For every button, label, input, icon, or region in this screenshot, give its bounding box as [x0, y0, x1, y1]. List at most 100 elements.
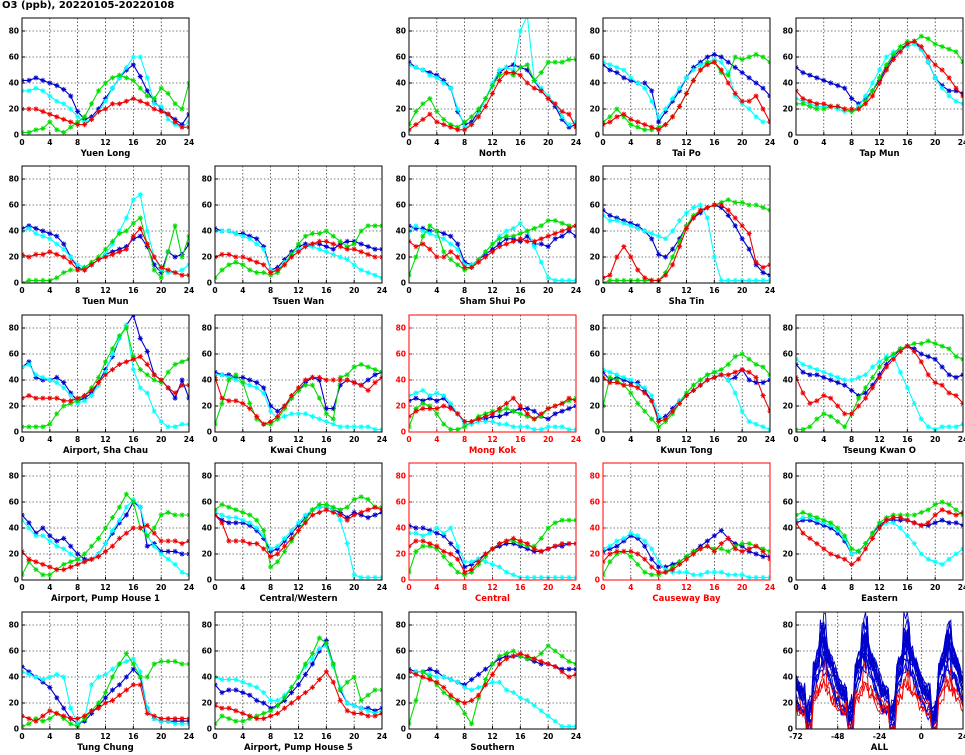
data-point — [753, 114, 759, 120]
data-point — [441, 690, 447, 696]
y-tick-label: 0 — [788, 576, 793, 585]
data-point — [54, 671, 60, 677]
data-point — [40, 77, 46, 83]
data-point — [172, 101, 178, 107]
x-tick-label: 24 — [765, 286, 775, 295]
data-point — [82, 393, 88, 399]
data-point — [420, 116, 426, 122]
data-point — [102, 359, 109, 365]
data-point — [628, 554, 634, 560]
data-point — [545, 525, 551, 531]
x-tick-label: 20 — [543, 583, 553, 592]
data-point — [849, 411, 855, 417]
data-point — [517, 231, 523, 237]
data-point — [109, 85, 116, 91]
data-point — [158, 85, 164, 91]
data-point — [441, 403, 447, 409]
data-point — [953, 374, 959, 380]
data-point — [524, 574, 530, 580]
data-point — [807, 364, 813, 370]
y-tick-label: 60 — [9, 53, 19, 62]
data-point — [226, 251, 232, 257]
data-point — [462, 119, 468, 125]
x-tick-label: 0 — [600, 286, 605, 295]
data-point — [814, 101, 820, 107]
data-point — [842, 411, 848, 417]
data-point — [172, 716, 178, 722]
data-point — [88, 393, 95, 399]
data-point — [130, 96, 136, 102]
data-point — [75, 262, 81, 268]
data-point — [434, 543, 440, 549]
data-point — [566, 658, 572, 664]
data-point — [309, 651, 316, 657]
data-point — [254, 241, 260, 247]
y-tick-label: 60 — [9, 498, 19, 507]
data-point — [939, 561, 945, 567]
data-point — [102, 246, 109, 252]
data-point — [503, 656, 510, 662]
data-point — [462, 564, 468, 570]
x-tick-label: 12 — [681, 286, 691, 295]
data-point — [123, 75, 129, 81]
data-point — [552, 411, 558, 417]
data-point — [47, 674, 53, 680]
data-point — [365, 377, 371, 383]
panel-tseung-kwan-o: 04812162024020406080Tseung Kwan O — [783, 314, 965, 456]
data-point — [61, 546, 67, 552]
data-point — [102, 80, 109, 86]
data-point — [489, 679, 496, 685]
y-tick-label: 40 — [202, 227, 212, 236]
y-tick-label: 60 — [396, 350, 406, 359]
x-tick-label: 8 — [656, 583, 661, 592]
panel-title: Tsuen Wan — [273, 297, 324, 307]
data-point — [33, 395, 39, 401]
data-point — [130, 356, 136, 362]
data-point — [61, 270, 67, 276]
data-point — [123, 325, 129, 331]
data-point — [233, 398, 239, 404]
data-point — [54, 127, 60, 133]
data-point — [344, 377, 350, 383]
x-tick-label: 0 — [212, 583, 217, 592]
data-point — [61, 380, 67, 386]
data-point — [158, 419, 164, 425]
x-tick-label: 12 — [100, 138, 110, 147]
data-point — [566, 395, 572, 401]
data-point — [814, 372, 820, 378]
data-point — [649, 546, 655, 552]
data-point — [158, 538, 164, 544]
x-tick-label: 0 — [793, 138, 798, 147]
data-point — [448, 692, 454, 698]
data-point — [746, 246, 752, 252]
data-point — [109, 666, 116, 672]
data-point — [704, 569, 710, 575]
y-tick-label: 40 — [396, 524, 406, 533]
data-point — [420, 669, 426, 675]
data-point — [711, 369, 717, 375]
data-point — [469, 687, 475, 693]
x-tick-label: 0 — [212, 286, 217, 295]
data-point — [760, 106, 766, 112]
data-point — [925, 507, 931, 513]
data-point — [88, 116, 95, 122]
data-point — [953, 85, 959, 91]
data-point — [144, 533, 150, 539]
data-point — [614, 218, 620, 224]
data-point — [904, 41, 910, 47]
data-point — [448, 249, 454, 255]
data-point — [130, 220, 136, 226]
data-point — [330, 233, 336, 239]
x-tick-label: 16 — [709, 435, 719, 444]
y-tick-label: 60 — [202, 350, 212, 359]
data-point — [123, 512, 129, 518]
data-point — [102, 525, 109, 531]
data-point — [545, 713, 551, 719]
data-point — [890, 515, 897, 521]
data-point — [559, 109, 565, 115]
data-point — [137, 73, 143, 80]
data-point — [40, 525, 46, 531]
data-point — [545, 59, 551, 65]
x-tick-label: 12 — [293, 286, 303, 295]
data-point — [628, 223, 634, 229]
